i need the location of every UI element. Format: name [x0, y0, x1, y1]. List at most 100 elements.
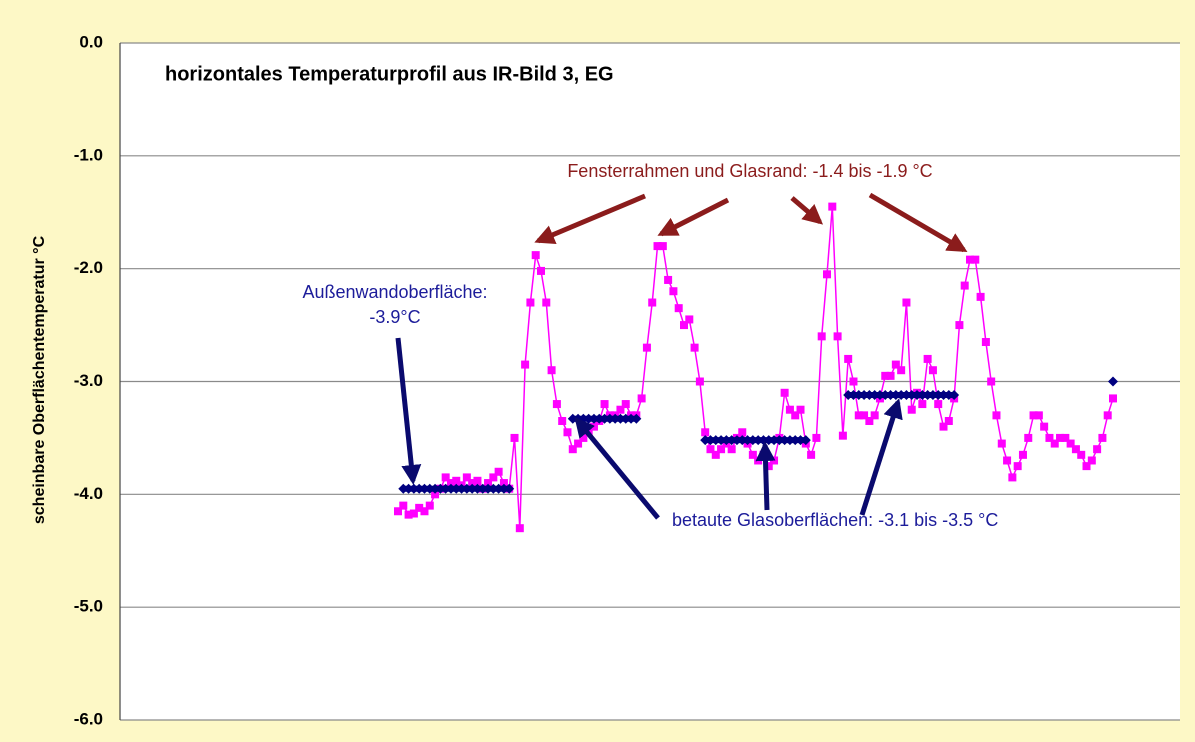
point: [394, 507, 402, 516]
point: [800, 435, 811, 446]
point: [869, 390, 880, 401]
point: [843, 390, 854, 401]
point: [398, 483, 409, 494]
point: [917, 390, 928, 401]
point: [721, 435, 732, 446]
point: [880, 390, 891, 401]
point: [431, 490, 440, 499]
point: [462, 473, 471, 482]
point: [1018, 450, 1027, 459]
point: [849, 377, 858, 386]
point: [785, 405, 794, 414]
point: [928, 366, 937, 375]
point: [521, 360, 530, 369]
point: [604, 413, 615, 424]
point: [404, 510, 413, 519]
point: [680, 321, 688, 330]
arrow: [755, 441, 776, 511]
point: [716, 435, 727, 446]
point: [626, 413, 637, 424]
arrow: [395, 337, 422, 485]
point: [498, 483, 509, 494]
point: [515, 524, 524, 533]
point: [620, 413, 631, 424]
arrow: [859, 398, 903, 516]
point: [944, 416, 953, 425]
point: [1109, 394, 1117, 403]
point: [451, 483, 462, 494]
point: [1050, 439, 1059, 448]
point: [770, 456, 779, 465]
y-tick-label: 0.0: [79, 32, 103, 51]
arrow: [657, 197, 730, 237]
point: [860, 411, 869, 420]
point: [446, 479, 455, 488]
point: [790, 435, 801, 446]
point: [483, 483, 494, 494]
point: [907, 405, 916, 414]
point: [966, 255, 974, 264]
point: [997, 439, 1006, 448]
point: [568, 445, 577, 454]
point: [615, 413, 626, 424]
point: [430, 483, 441, 494]
point: [927, 390, 938, 401]
point: [1045, 433, 1054, 442]
point: [420, 507, 429, 516]
point: [738, 428, 747, 437]
point: [737, 435, 748, 446]
point: [1056, 433, 1065, 442]
point: [664, 275, 673, 284]
point: [531, 251, 540, 260]
point: [409, 509, 418, 518]
y-tick-label: -3.0: [74, 371, 103, 390]
point: [779, 435, 790, 446]
point: [870, 411, 879, 420]
point: [477, 483, 488, 494]
point: [922, 390, 933, 401]
point: [706, 445, 715, 454]
point: [1098, 433, 1107, 442]
point: [1034, 411, 1043, 420]
point: [981, 338, 990, 347]
y-tick-label: -4.0: [74, 484, 103, 503]
point: [637, 394, 646, 403]
point: [537, 266, 545, 275]
annotation: betaute Glasoberflächen: -3.1 bis -3.5 °…: [672, 510, 998, 530]
arrows: [395, 192, 968, 520]
point: [408, 483, 419, 494]
point: [949, 390, 960, 401]
point: [901, 390, 912, 401]
point: [1040, 422, 1049, 431]
y-tick-label: -2.0: [74, 258, 103, 277]
point: [653, 242, 662, 251]
point: [906, 390, 917, 401]
point: [780, 388, 789, 397]
point: [403, 483, 414, 494]
point: [452, 476, 461, 485]
point: [823, 270, 831, 279]
annotation: Außenwandoberfläche:: [302, 282, 487, 302]
point: [574, 439, 583, 448]
point: [1024, 433, 1033, 442]
point: [838, 431, 847, 440]
point: [473, 476, 482, 485]
point: [526, 298, 535, 307]
point: [493, 483, 504, 494]
point: [731, 435, 742, 446]
point: [1061, 433, 1070, 442]
point: [599, 413, 610, 424]
chart-title: horizontales Temperaturprofil aus IR-Bil…: [165, 63, 614, 85]
point: [748, 450, 757, 459]
point: [1082, 462, 1091, 471]
point: [701, 428, 710, 437]
y-axis-label: scheinbare Oberflächentemperatur °C: [31, 235, 48, 524]
point: [833, 332, 842, 341]
point: [499, 479, 508, 488]
point: [1077, 450, 1086, 459]
y-tick-label: -1.0: [74, 145, 103, 164]
point: [563, 428, 572, 437]
point: [642, 343, 651, 352]
